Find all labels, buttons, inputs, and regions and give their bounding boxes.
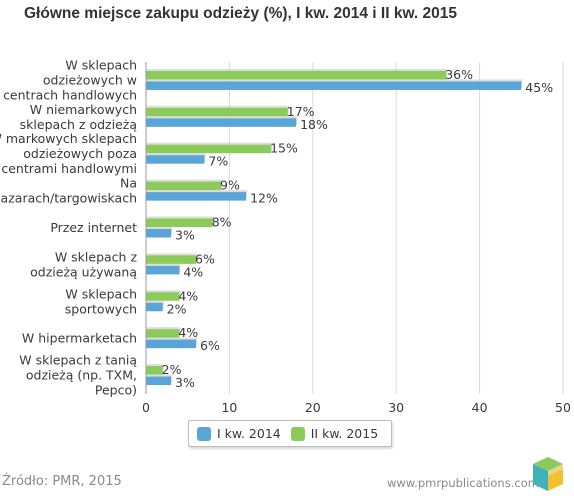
legend-label-2014: I kw. 2014 xyxy=(217,426,281,441)
category-label: W sklepach sportowych xyxy=(65,286,137,316)
data-label-2014: 6% xyxy=(200,338,220,353)
category-label: W hipermarketach xyxy=(22,331,137,346)
data-label-2014: 7% xyxy=(208,154,228,169)
x-tick-label: 20 xyxy=(305,400,321,415)
x-tick-label: 30 xyxy=(388,400,404,415)
bar-2015 xyxy=(146,144,272,154)
bar-2015 xyxy=(146,70,447,80)
website-link[interactable]: www.pmrpublications.com xyxy=(387,476,539,490)
bar-2015 xyxy=(146,255,197,264)
data-label-2014: 18% xyxy=(300,117,328,132)
bar-2014 xyxy=(146,155,205,164)
data-label-2014: 3% xyxy=(175,228,195,243)
category-label: Przez internet xyxy=(50,220,137,235)
x-tick-label: 10 xyxy=(221,400,237,415)
legend-label-2015: II kw. 2015 xyxy=(310,426,379,441)
data-label-2014: 4% xyxy=(183,264,203,279)
bar-2015 xyxy=(146,366,163,375)
data-label-2014: 45% xyxy=(525,80,553,95)
category-label: W sklepach odzieżowych w centrach handlowy… xyxy=(3,57,137,102)
labels-layer: 36% 45% W sklepach odzieżowych w centrach ha… xyxy=(0,57,553,397)
bar-2014 xyxy=(146,265,180,275)
axis-layer: 0 10 20 30 40 50 xyxy=(142,62,571,415)
bars-layer xyxy=(146,68,523,386)
chart-legend: I kw. 2014 II kw. 2015 xyxy=(188,420,392,447)
bar-2014 xyxy=(146,302,163,312)
data-label-2015: 9% xyxy=(220,178,240,193)
pmr-logo-icon xyxy=(533,457,563,491)
bar-2014 xyxy=(146,376,172,386)
category-label: W sklepach z odzieżą używaną xyxy=(30,249,137,279)
data-label-2015: 4% xyxy=(178,325,198,340)
data-label-2015: 15% xyxy=(270,141,298,156)
data-label-2015: 6% xyxy=(195,251,215,266)
bar-2015 xyxy=(146,329,180,338)
bar-2014 xyxy=(146,229,172,238)
x-tick-label: 40 xyxy=(472,400,488,415)
bar-chart: 36% 45% W sklepach odzieżowych w centrach ha… xyxy=(0,57,571,415)
bar-2014 xyxy=(146,339,197,349)
data-label-2015: 2% xyxy=(162,362,182,377)
legend-swatch-2015 xyxy=(290,426,305,441)
data-label-2015: 17% xyxy=(287,104,315,119)
category-label: W markowych sklepach odzieżowych poza cent… xyxy=(0,131,137,176)
category-label: W sklepach z tanią odzieżą (np. TXM, Pepco… xyxy=(19,353,137,398)
bar-2014 xyxy=(146,192,247,201)
x-tick-label: 0 xyxy=(142,400,150,415)
category-label: W niemarkowych sklepach z odzieżą xyxy=(20,102,138,132)
source-note: Źródło: PMR, 2015 xyxy=(2,474,122,489)
data-label-2015: 36% xyxy=(445,67,473,82)
legend-swatch-2014 xyxy=(197,426,211,441)
category-label: Na bazarach/targowiskach xyxy=(0,176,137,206)
data-label-2014: 3% xyxy=(175,375,195,390)
bar-2015 xyxy=(146,107,288,117)
bar-2015 xyxy=(146,218,213,227)
bar-2015 xyxy=(146,292,180,301)
x-tick-label: 50 xyxy=(555,400,571,415)
bar-2014 xyxy=(146,81,522,90)
bar-2014 xyxy=(146,118,297,127)
data-label-2014: 12% xyxy=(250,191,278,206)
grid-layer xyxy=(228,62,564,394)
data-label-2014: 2% xyxy=(167,301,187,316)
bar-2015 xyxy=(146,181,222,191)
legend-item-2015: II kw. 2015 xyxy=(290,426,379,441)
data-label-2015: 8% xyxy=(212,215,232,230)
legend-item-2014: I kw. 2014 xyxy=(197,426,281,441)
chart-title: Główne miejsce zakupu odzieży (%), I kw.… xyxy=(24,5,458,22)
data-label-2015: 4% xyxy=(178,288,198,303)
